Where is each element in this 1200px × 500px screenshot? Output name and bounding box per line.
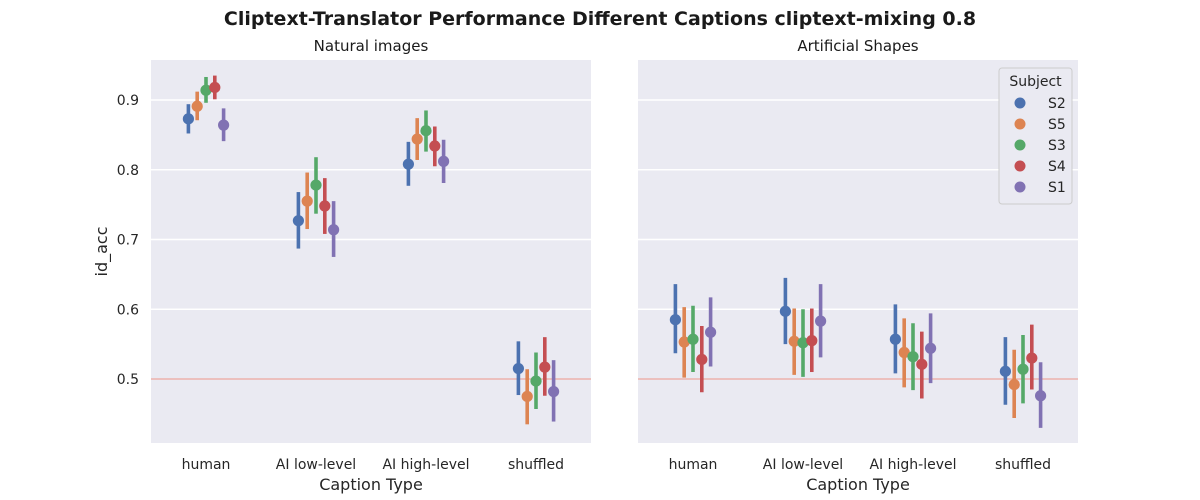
data-point-S2 [779, 305, 792, 317]
data-point-S1 [548, 385, 560, 398]
data-point-S5 [411, 133, 423, 145]
data-point-S2 [512, 362, 525, 375]
data-point-S1 [705, 326, 717, 338]
data-point-S1 [815, 315, 827, 327]
data-point-S5 [191, 100, 203, 112]
legend-label-S5: S5 [1048, 117, 1066, 133]
legend-label-S1: S1 [1048, 180, 1066, 196]
data-point-S1 [925, 342, 937, 354]
data-point-S5 [678, 336, 690, 348]
legend-label-S4: S4 [1048, 159, 1066, 175]
data-point-S2 [182, 113, 194, 125]
x-axis-label: Caption Type [319, 475, 423, 494]
data-point-S3 [530, 375, 542, 387]
data-point-S2 [999, 365, 1012, 377]
data-point-S3 [1017, 363, 1029, 375]
panel-title-0: Natural images [314, 37, 429, 55]
x-axis-label: Caption Type [806, 475, 910, 494]
data-point-S1 [328, 224, 340, 236]
data-point-S2 [889, 333, 902, 345]
x-tick-label: AI high-level [869, 457, 956, 473]
data-point-S3 [420, 125, 432, 137]
data-point-S3 [310, 179, 322, 191]
data-point-S1 [438, 155, 450, 167]
panel-background-0 [151, 60, 591, 443]
x-tick-label: AI high-level [382, 457, 469, 473]
data-point-S5 [788, 335, 800, 347]
legend-marker-S1 [1014, 181, 1026, 193]
legend-label-S3: S3 [1048, 138, 1066, 154]
legend-marker-S5 [1014, 118, 1026, 130]
legend-marker-S3 [1014, 139, 1026, 151]
data-point-S2 [402, 158, 414, 170]
legend-label-S2: S2 [1048, 96, 1066, 112]
figure-title: Cliptext-Translator Performance Differen… [224, 8, 976, 30]
data-point-S3 [797, 337, 809, 349]
data-point-S5 [1008, 378, 1020, 391]
data-point-S2 [292, 215, 304, 227]
x-tick-label: AI low-level [763, 457, 843, 473]
data-point-S4 [209, 81, 221, 94]
y-tick-label: 0.7 [117, 233, 139, 249]
x-tick-label: human [182, 457, 231, 473]
data-point-S4 [319, 200, 331, 212]
y-tick-label: 0.9 [117, 93, 139, 109]
data-point-S5 [301, 195, 313, 207]
x-tick-label: shuffled [508, 457, 564, 473]
panel-title-1: Artificial Shapes [797, 37, 918, 55]
y-tick-label: 0.6 [117, 302, 139, 318]
x-tick-label: human [669, 457, 718, 473]
data-point-S1 [1035, 390, 1047, 402]
data-point-S4 [696, 353, 708, 366]
legend-title: Subject [1009, 74, 1062, 90]
data-point-S2 [669, 314, 682, 326]
data-point-S4 [1026, 352, 1038, 364]
data-point-S5 [521, 390, 533, 403]
y-tick-label: 0.8 [117, 163, 139, 179]
y-tick-label: 0.5 [117, 372, 139, 388]
data-point-S3 [200, 84, 212, 96]
x-tick-label: AI low-level [276, 457, 356, 473]
y-axis-label: id_acc [92, 227, 112, 277]
data-point-S4 [916, 358, 928, 370]
x-tick-label: shuffled [995, 457, 1051, 473]
data-point-S4 [806, 335, 818, 347]
data-point-S4 [429, 140, 441, 152]
data-point-S3 [907, 351, 919, 363]
data-point-S1 [218, 119, 230, 131]
data-point-S5 [898, 346, 910, 359]
legend-marker-S4 [1014, 160, 1026, 172]
data-point-S3 [687, 333, 699, 345]
data-point-S4 [539, 361, 551, 373]
legend-marker-S2 [1014, 97, 1026, 109]
